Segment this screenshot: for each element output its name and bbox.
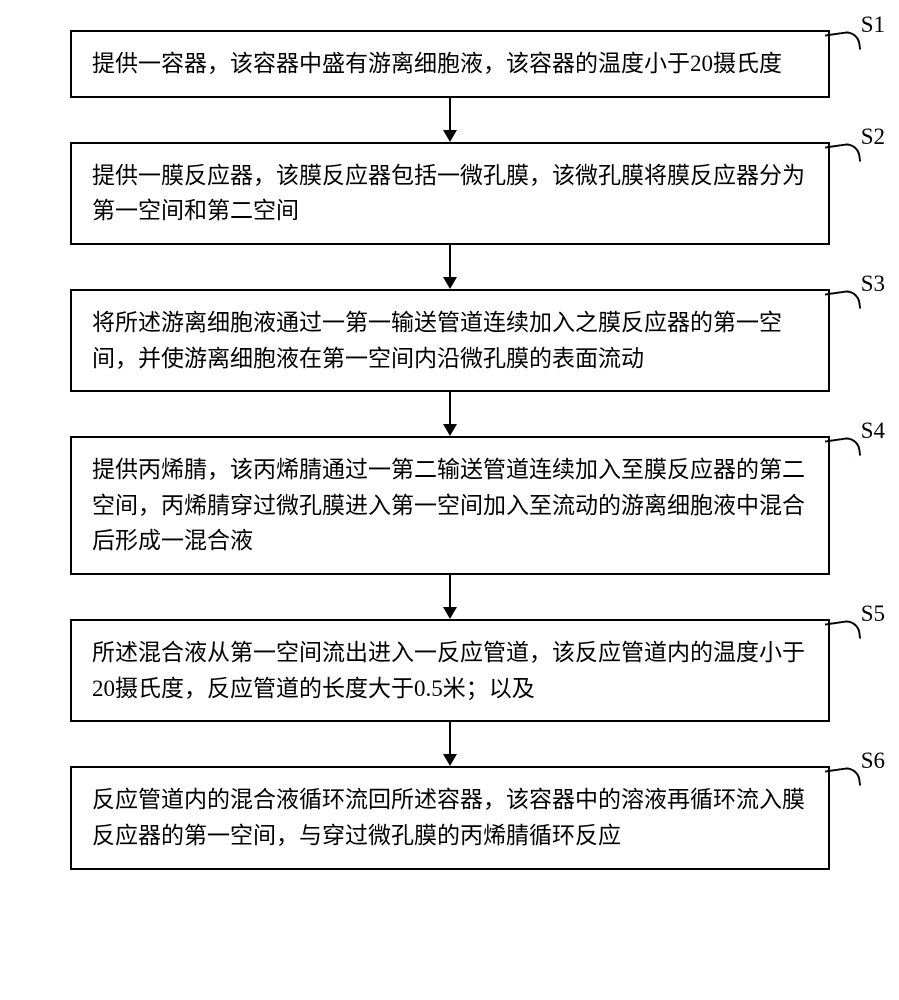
step-box: 所述混合液从第一空间流出进入一反应管道，该反应管道内的温度小于20摄氏度，反应管…	[70, 619, 830, 722]
step-box: 提供一容器，该容器中盛有游离细胞液，该容器的温度小于20摄氏度	[70, 30, 830, 98]
step-label: S6	[861, 748, 885, 774]
step-label: S5	[861, 601, 885, 627]
step-box: 提供一膜反应器，该膜反应器包括一微孔膜，该微孔膜将膜反应器分为第一空间和第二空间	[70, 142, 830, 245]
step-box: 反应管道内的混合液循环流回所述容器，该容器中的溶液再循环流入膜反应器的第一空间，…	[70, 766, 830, 869]
flow-arrow	[443, 392, 457, 436]
label-connector	[825, 30, 861, 55]
flow-step: S6 反应管道内的混合液循环流回所述容器，该容器中的溶液再循环流入膜反应器的第一…	[70, 766, 830, 869]
step-label: S4	[861, 418, 885, 444]
flow-step: S5 所述混合液从第一空间流出进入一反应管道，该反应管道内的温度小于20摄氏度，…	[70, 619, 830, 722]
step-label: S2	[861, 124, 885, 150]
flow-arrow	[443, 575, 457, 619]
label-connector	[825, 619, 861, 644]
label-connector	[825, 766, 861, 791]
label-connector	[825, 141, 861, 166]
flow-arrow	[443, 98, 457, 142]
step-label: S1	[861, 12, 885, 38]
flow-step: S4 提供丙烯腈，该丙烯腈通过一第二输送管道连续加入至膜反应器的第二空间，丙烯腈…	[70, 436, 830, 575]
label-connector	[825, 289, 861, 314]
flow-arrow	[443, 245, 457, 289]
flowchart-container: S1 提供一容器，该容器中盛有游离细胞液，该容器的温度小于20摄氏度 S2 提供…	[70, 30, 830, 870]
label-connector	[825, 436, 861, 461]
flow-step: S3 将所述游离细胞液通过一第一输送管道连续加入之膜反应器的第一空间，并使游离细…	[70, 289, 830, 392]
flow-step: S1 提供一容器，该容器中盛有游离细胞液，该容器的温度小于20摄氏度	[70, 30, 830, 98]
flow-arrow	[443, 722, 457, 766]
flow-step: S2 提供一膜反应器，该膜反应器包括一微孔膜，该微孔膜将膜反应器分为第一空间和第…	[70, 142, 830, 245]
step-box: 提供丙烯腈，该丙烯腈通过一第二输送管道连续加入至膜反应器的第二空间，丙烯腈穿过微…	[70, 436, 830, 575]
step-box: 将所述游离细胞液通过一第一输送管道连续加入之膜反应器的第一空间，并使游离细胞液在…	[70, 289, 830, 392]
step-label: S3	[861, 271, 885, 297]
